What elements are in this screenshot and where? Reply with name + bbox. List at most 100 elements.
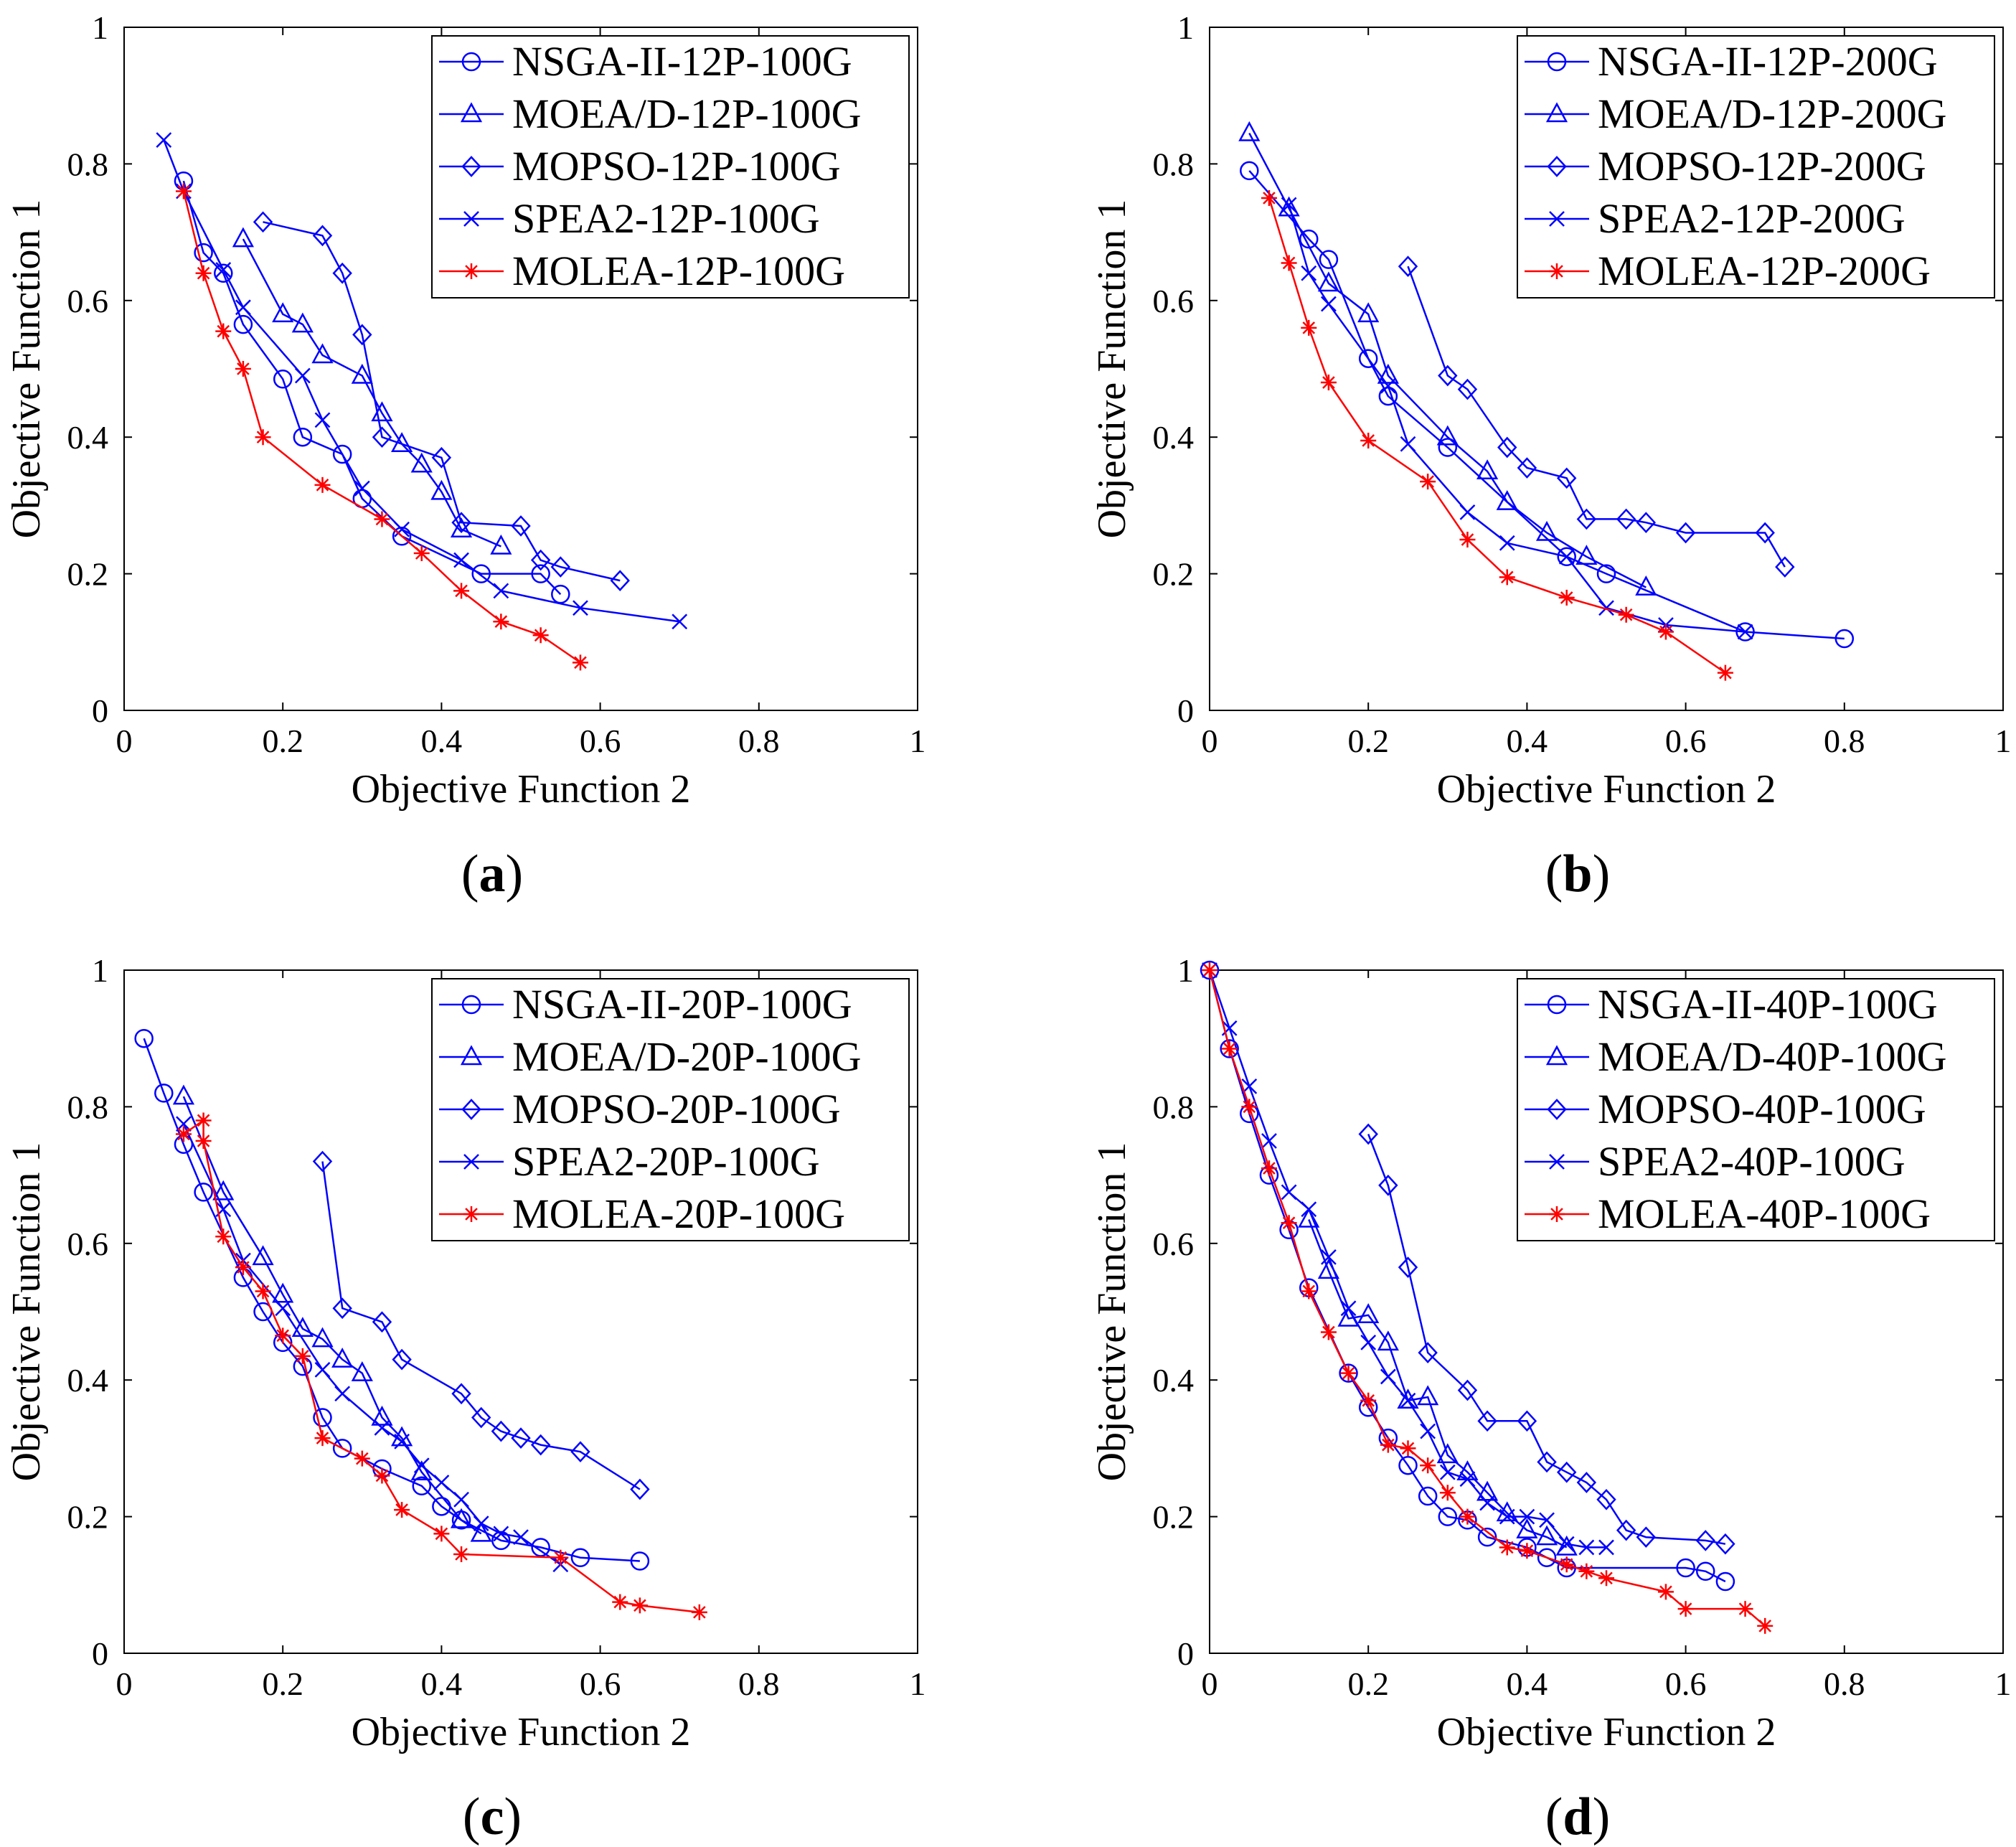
series-star [175,183,588,671]
x-tick-label: 0 [1202,723,1218,759]
legend-label: SPEA2-40P-100G [1598,1138,1906,1185]
data-point [1457,378,1478,400]
legend-label: MOPSO-12P-200G [1598,143,1926,189]
data-point [470,1521,492,1542]
data-point [351,363,373,384]
data-point [1380,1437,1396,1453]
data-point [572,654,588,671]
data-point [1575,545,1598,565]
y-tick-label: 0 [92,692,108,729]
data-point [1676,1558,1695,1578]
data-point [1696,1561,1715,1582]
data-point [1535,520,1558,541]
data-point [511,515,531,537]
data-point [195,1133,212,1149]
data-point [570,1548,590,1567]
legend-marker [1549,211,1565,227]
data-point [530,1434,551,1456]
data-point [1499,1539,1515,1556]
panel-d: 0 0.2 0.4 0.6 0.8 1 0 0.2 0.4 0.6 0.8 1 Objective Fu… [1090,952,2012,1846]
data-point [1220,1039,1239,1058]
data-point [1616,508,1636,530]
y-tick-label: 0.6 [1153,1226,1195,1262]
data-point [1301,265,1317,281]
data-point [530,549,551,571]
data-point [1499,569,1515,586]
data-point [1457,1379,1478,1401]
data-point [273,370,293,389]
x-tick-label: 0.4 [1507,1665,1548,1702]
x-tick-label: 0.8 [738,723,780,759]
data-point [154,1084,174,1103]
legend-label: MOEA/D-12P-200G [1598,90,1947,137]
data-point [1321,296,1337,312]
data-point [552,1549,569,1566]
data-point [332,1297,352,1320]
data-point [1281,255,1297,271]
data-point [612,1594,628,1610]
data-point [232,227,254,248]
panel-caption: (a) [461,845,523,903]
data-point [1636,1526,1657,1548]
data-point [275,1327,291,1344]
series-line [242,238,501,547]
data-point [1420,1423,1436,1439]
data-point [1301,1283,1317,1300]
data-point [272,302,294,323]
data-point [331,1348,354,1368]
legend-marker [463,263,479,279]
y-tick-label: 0.8 [67,146,109,182]
panel-a: 0 0.2 0.4 0.6 0.8 1 0 0.2 0.4 0.6 0.8 1 Objective Fu… [4,9,926,903]
data-point [1221,1040,1238,1057]
data-point [1596,564,1616,583]
data-point [372,426,392,448]
data-point [392,1348,412,1371]
data-point [1339,1363,1358,1383]
data-point [334,1386,351,1402]
x-axis-label: Objective Function 2 [1437,767,1776,812]
x-tick-label: 0.4 [1507,723,1548,759]
series-triangle [1238,121,1657,596]
data-point [175,1126,192,1142]
data-point [1417,1385,1439,1406]
data-point [1477,1527,1497,1547]
data-point [453,583,470,599]
data-point [275,1300,291,1317]
data-point [1519,1508,1535,1525]
data-point [195,1112,212,1129]
data-point [1418,1342,1438,1363]
data-point [1358,1123,1378,1145]
x-tick-label: 1 [1995,1665,2012,1702]
legend-marker [1545,1045,1568,1066]
x-tick-label: 0.6 [580,723,621,759]
data-point [1737,1601,1753,1617]
data-point [314,1362,331,1378]
data-point [1317,271,1339,292]
data-point [312,225,333,247]
data-point [573,600,588,616]
data-point [450,1508,473,1528]
legend-marker [463,211,479,227]
series-diamond [1398,255,1795,578]
data-point [1499,535,1515,551]
data-point [413,1457,430,1474]
data-point [1578,1539,1595,1556]
x-axis-label: Objective Function 2 [352,767,691,812]
data-point [252,1245,274,1266]
legend-marker [460,102,483,123]
data-point [410,452,433,473]
data-point [215,1228,232,1245]
y-tick-label: 1 [92,9,108,46]
legend-label: MOLEA-40P-100G [1598,1190,1931,1237]
series-line [182,180,562,596]
data-point [312,1150,333,1172]
data-point [1278,196,1300,217]
data-point [1618,606,1634,623]
data-point [311,1327,334,1348]
data-point [172,1084,195,1105]
data-point [134,1028,154,1048]
data-point [1517,457,1537,479]
data-point [1358,349,1378,368]
data-point [493,614,509,630]
data-point [1439,1485,1456,1501]
